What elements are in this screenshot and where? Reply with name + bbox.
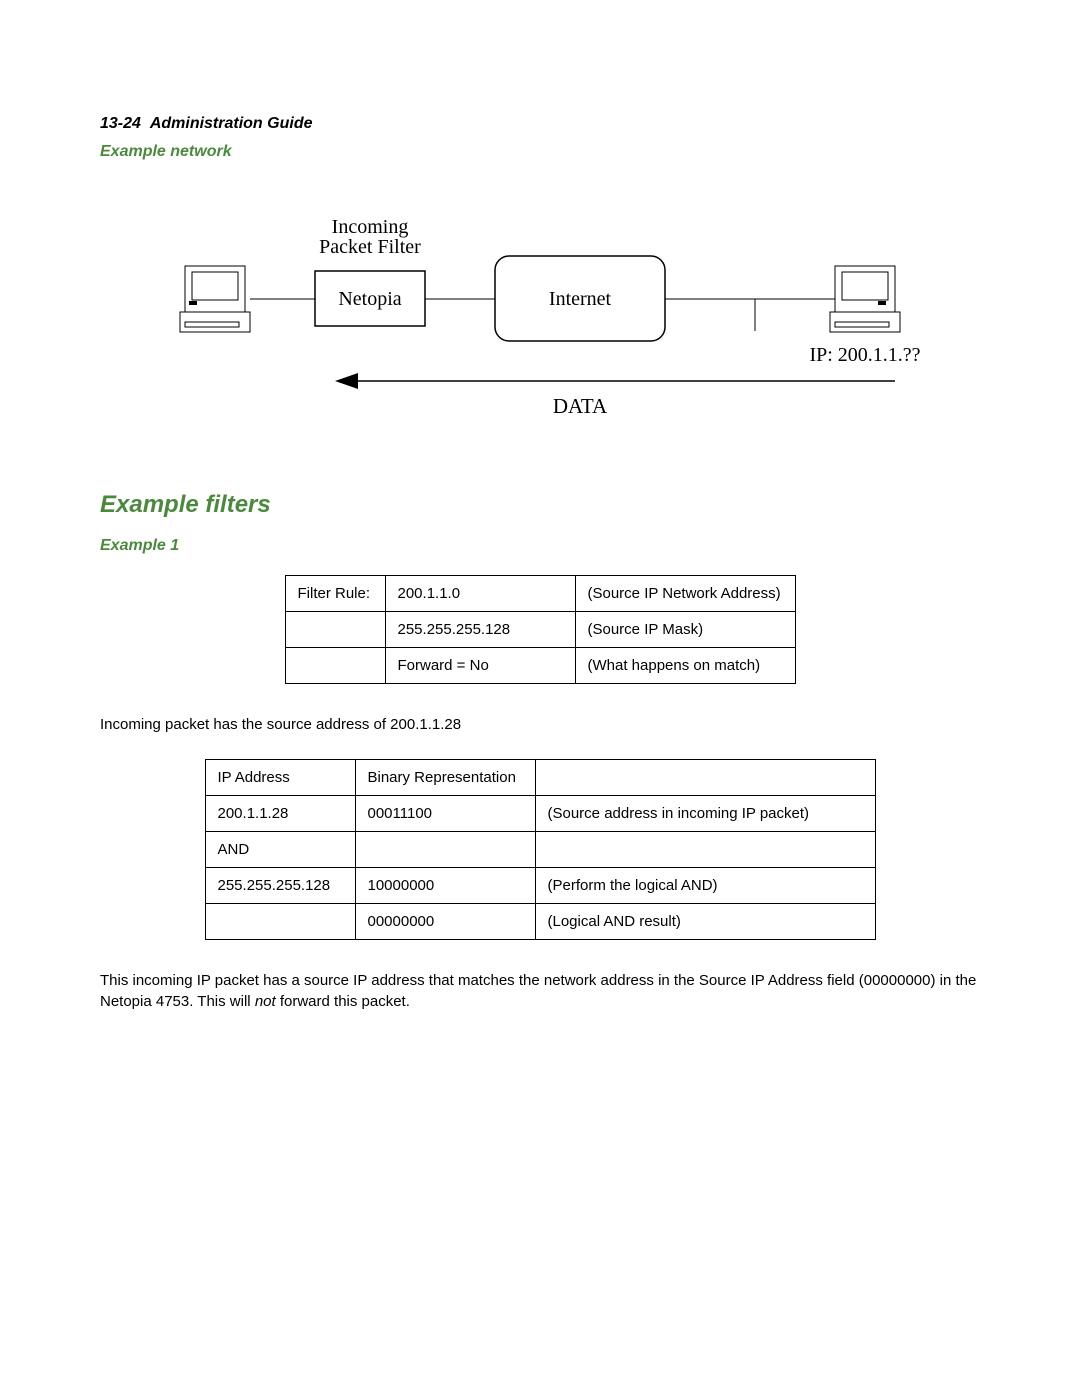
- data-arrow-head: [335, 373, 358, 389]
- page-ref: 13-24: [100, 115, 141, 132]
- table-row: AND: [205, 832, 875, 868]
- data-label: DATA: [553, 394, 608, 418]
- computer-left-icon: [180, 266, 250, 332]
- netopia-label: Netopia: [338, 288, 401, 310]
- cell: [535, 760, 875, 796]
- example1-heading: Example 1: [100, 537, 980, 555]
- incoming-label-1: Incoming: [332, 216, 409, 238]
- page-header: 13-24 Administration Guide: [100, 115, 980, 133]
- page: 13-24 Administration Guide Example netwo…: [0, 0, 1080, 1012]
- cell: AND: [205, 832, 355, 868]
- table-row: 255.255.255.128 10000000 (Perform the lo…: [205, 868, 875, 904]
- cell: 255.255.255.128: [205, 868, 355, 904]
- sentence-incoming: Incoming packet has the source address o…: [100, 714, 980, 735]
- table-row: Filter Rule: 200.1.1.0 (Source IP Networ…: [285, 576, 795, 612]
- cell: 00011100: [355, 796, 535, 832]
- computer-right-icon: [830, 266, 900, 332]
- table-row: IP Address Binary Representation: [205, 760, 875, 796]
- cell: Filter Rule:: [285, 576, 385, 612]
- cell: 255.255.255.128: [385, 612, 575, 648]
- diagram-svg: Netopia Incoming Packet Filter Internet …: [100, 201, 980, 461]
- cell: [285, 648, 385, 684]
- filter-rule-table: Filter Rule: 200.1.1.0 (Source IP Networ…: [285, 575, 796, 684]
- cell: (Source address in incoming IP packet): [535, 796, 875, 832]
- closing-post: forward this packet.: [276, 993, 410, 1010]
- table-row: 255.255.255.128 (Source IP Mask): [285, 612, 795, 648]
- section-filters-heading: Example filters: [100, 491, 980, 519]
- cell: 00000000: [355, 904, 535, 940]
- binary-table: IP Address Binary Representation 200.1.1…: [205, 759, 876, 940]
- guide-title: Administration Guide: [150, 115, 313, 132]
- table-row: Forward = No (What happens on match): [285, 648, 795, 684]
- cell: 200.1.1.28: [205, 796, 355, 832]
- incoming-label-2: Packet Filter: [319, 236, 421, 258]
- ip-label: IP: 200.1.1.??: [809, 344, 920, 366]
- cell: (What happens on match): [575, 648, 795, 684]
- closing-paragraph: This incoming IP packet has a source IP …: [100, 970, 980, 1012]
- cell: 200.1.1.0: [385, 576, 575, 612]
- closing-em: not: [255, 993, 276, 1010]
- cell: [285, 612, 385, 648]
- cell: [205, 904, 355, 940]
- cell: IP Address: [205, 760, 355, 796]
- cell: (Source IP Mask): [575, 612, 795, 648]
- cell: Binary Representation: [355, 760, 535, 796]
- closing-pre: This incoming IP packet has a source IP …: [100, 972, 976, 1010]
- internet-label: Internet: [549, 288, 612, 310]
- table-row: 00000000 (Logical AND result): [205, 904, 875, 940]
- section-network-heading: Example network: [100, 143, 980, 161]
- cell: 10000000: [355, 868, 535, 904]
- cell: [355, 832, 535, 868]
- cell: (Logical AND result): [535, 904, 875, 940]
- cell: (Perform the logical AND): [535, 868, 875, 904]
- cell: (Source IP Network Address): [575, 576, 795, 612]
- cell: Forward = No: [385, 648, 575, 684]
- network-diagram: Netopia Incoming Packet Filter Internet …: [100, 201, 980, 461]
- cell: [535, 832, 875, 868]
- table-row: 200.1.1.28 00011100 (Source address in i…: [205, 796, 875, 832]
